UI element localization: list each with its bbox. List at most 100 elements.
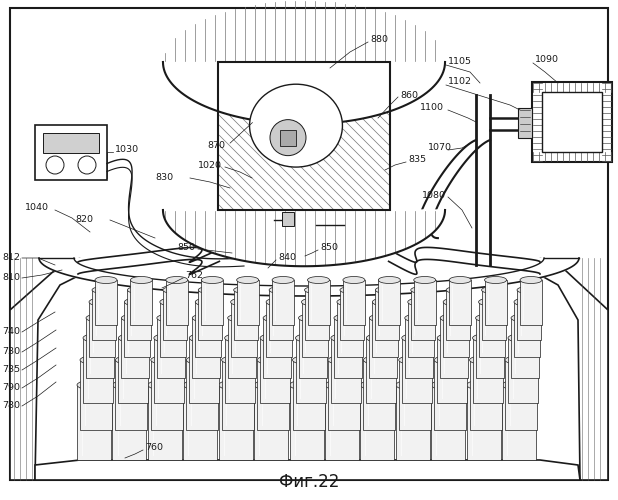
Bar	[116, 360, 148, 430]
Ellipse shape	[446, 286, 470, 294]
Polygon shape	[39, 258, 579, 296]
Text: 760: 760	[145, 444, 163, 452]
Ellipse shape	[370, 314, 397, 322]
Ellipse shape	[508, 334, 538, 342]
Ellipse shape	[505, 356, 537, 364]
Bar	[360, 385, 394, 460]
Ellipse shape	[184, 380, 218, 390]
Bar	[542, 92, 602, 152]
Ellipse shape	[151, 356, 183, 364]
Bar	[520, 280, 542, 325]
Bar	[218, 62, 390, 210]
Bar	[231, 302, 256, 357]
Text: 840: 840	[278, 254, 296, 262]
Ellipse shape	[225, 334, 255, 342]
Bar	[372, 302, 399, 357]
Ellipse shape	[328, 356, 360, 364]
Bar	[328, 360, 360, 430]
Ellipse shape	[363, 356, 396, 364]
Ellipse shape	[372, 298, 399, 306]
Bar	[192, 318, 220, 378]
Ellipse shape	[334, 314, 362, 322]
Bar	[234, 290, 258, 340]
Text: 830: 830	[155, 174, 173, 182]
Ellipse shape	[83, 334, 113, 342]
Bar	[517, 290, 541, 340]
Ellipse shape	[263, 314, 291, 322]
Bar	[198, 290, 222, 340]
Ellipse shape	[405, 314, 433, 322]
Text: 735: 735	[2, 366, 20, 374]
Ellipse shape	[399, 356, 431, 364]
Bar	[508, 338, 538, 403]
Bar	[163, 290, 187, 340]
Bar	[305, 290, 329, 340]
Bar	[502, 385, 536, 460]
Bar	[446, 290, 470, 340]
Ellipse shape	[219, 380, 253, 390]
Bar	[124, 302, 150, 357]
Ellipse shape	[325, 380, 359, 390]
Text: 810: 810	[2, 274, 20, 282]
Ellipse shape	[227, 314, 256, 322]
Ellipse shape	[375, 286, 399, 294]
Ellipse shape	[130, 276, 153, 283]
Bar	[298, 318, 326, 378]
Ellipse shape	[476, 314, 504, 322]
Bar	[340, 290, 364, 340]
Ellipse shape	[266, 298, 292, 306]
Bar	[92, 290, 116, 340]
Bar	[375, 290, 399, 340]
Bar	[370, 318, 397, 378]
Bar	[511, 318, 539, 378]
Bar	[449, 280, 471, 325]
Bar	[470, 360, 502, 430]
Text: 790: 790	[2, 384, 20, 392]
Text: 835: 835	[408, 156, 426, 164]
Ellipse shape	[473, 334, 502, 342]
Ellipse shape	[331, 334, 361, 342]
Ellipse shape	[305, 286, 329, 294]
Bar	[227, 318, 256, 378]
Bar	[476, 318, 504, 378]
Ellipse shape	[186, 356, 218, 364]
Ellipse shape	[402, 334, 432, 342]
Ellipse shape	[89, 298, 115, 306]
Bar	[222, 360, 253, 430]
Polygon shape	[540, 258, 608, 480]
Bar	[437, 338, 467, 403]
Ellipse shape	[360, 380, 394, 390]
Bar	[35, 125, 107, 180]
Bar	[514, 302, 540, 357]
Bar	[289, 385, 323, 460]
Bar	[77, 385, 111, 460]
Text: 1070: 1070	[428, 144, 452, 152]
Ellipse shape	[478, 298, 504, 306]
Text: 850: 850	[177, 244, 195, 252]
Ellipse shape	[189, 334, 219, 342]
Ellipse shape	[413, 276, 436, 283]
Ellipse shape	[443, 298, 469, 306]
Ellipse shape	[295, 334, 326, 342]
Bar	[263, 318, 291, 378]
Text: 1080: 1080	[422, 190, 446, 200]
Ellipse shape	[148, 380, 182, 390]
Text: 1020: 1020	[198, 160, 222, 170]
Ellipse shape	[124, 298, 150, 306]
Bar	[434, 360, 466, 430]
Text: 740: 740	[2, 328, 20, 336]
Ellipse shape	[198, 286, 222, 294]
Ellipse shape	[408, 298, 434, 306]
Ellipse shape	[257, 356, 289, 364]
Ellipse shape	[222, 356, 253, 364]
Ellipse shape	[481, 286, 506, 294]
Ellipse shape	[485, 276, 507, 283]
Ellipse shape	[80, 356, 112, 364]
Ellipse shape	[95, 276, 117, 283]
Bar	[331, 338, 361, 403]
Bar	[119, 338, 148, 403]
Ellipse shape	[234, 286, 258, 294]
Bar	[280, 130, 296, 146]
Circle shape	[46, 156, 64, 174]
Bar	[266, 302, 292, 357]
